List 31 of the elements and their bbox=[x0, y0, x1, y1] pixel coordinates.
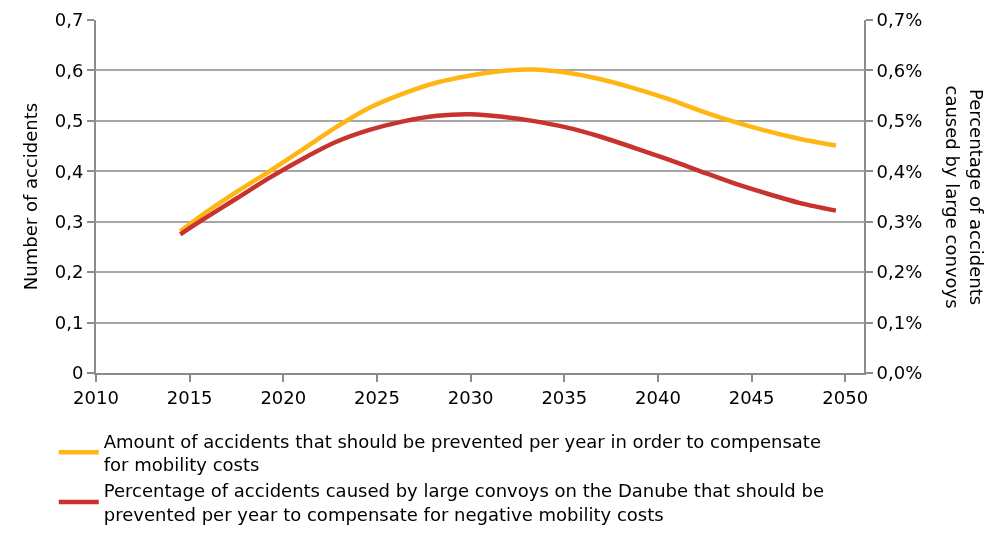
y2-tick-label: 0,2% bbox=[876, 261, 923, 283]
x-tick-label: 2035 bbox=[541, 386, 588, 408]
y-tick-label: 0,2 bbox=[54, 261, 84, 283]
legend-label: Amount of accidents that should be prevented per year in order to compensate for mobility costs bbox=[103, 430, 821, 476]
x-tick-label: 2050 bbox=[822, 386, 869, 408]
legend-label: Percentage of accidents caused by large convoys on the Danube that should be prevented per year to compensate for negative mobility costs bbox=[103, 480, 824, 525]
y2-tick-label: 0,5% bbox=[876, 110, 923, 132]
y-tick-label: 0,4 bbox=[54, 160, 84, 182]
y-tick-label: 0,5 bbox=[54, 110, 84, 132]
y-tick-label: 0,1 bbox=[54, 311, 84, 333]
x-tick-label: 2045 bbox=[728, 386, 775, 408]
y2-tick-label: 0,6% bbox=[876, 59, 923, 81]
x-tick-label: 2025 bbox=[354, 386, 400, 408]
x-tick-label: 2015 bbox=[166, 386, 213, 408]
x-tick-label: 2040 bbox=[635, 386, 681, 408]
y2-axis-title: Percentage of accidents caused by large convoys bbox=[942, 85, 987, 309]
y2-tick-label: 0,7% bbox=[876, 9, 923, 31]
y2-tick-label: 0,3% bbox=[876, 211, 923, 233]
line-series bbox=[178, 67, 839, 234]
y2-tick-label: 0,4% bbox=[876, 160, 923, 182]
y-tick-label: 0,6 bbox=[54, 59, 84, 81]
x-tick-label: 2010 bbox=[73, 386, 119, 408]
y2-tick-label: 0,0% bbox=[876, 362, 923, 384]
x-tick-label: 2020 bbox=[260, 386, 307, 408]
y-tick-label: 0 bbox=[71, 362, 84, 384]
x-tick-label: 2030 bbox=[447, 386, 494, 408]
y2-tick-label: 0,1% bbox=[876, 311, 923, 333]
line-series bbox=[178, 112, 839, 237]
y-axis-title: Number of accidents bbox=[20, 102, 42, 291]
y-tick-label: 0,3 bbox=[54, 211, 84, 233]
y-tick-label: 0,7 bbox=[54, 9, 84, 31]
